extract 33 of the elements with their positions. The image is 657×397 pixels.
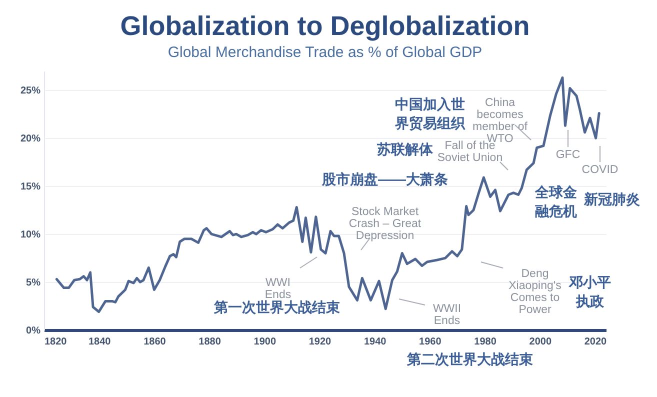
text: 第二次世界大战结束 (406, 351, 533, 367)
y-tick-label: 20% (20, 134, 41, 145)
x-tick-label: 2000 (529, 336, 552, 348)
annotation: Stock Market Crash – Great Depression (348, 206, 422, 242)
annotation: 苏联解体 (376, 141, 434, 157)
annotation: WWII Ends (432, 303, 462, 327)
annotation: 股市崩盘——大萧条 (321, 171, 448, 187)
x-tick-label: 1900 (254, 336, 276, 348)
annotation: 第一次世界大战结束 (213, 299, 340, 315)
annotation: COVID (582, 164, 618, 176)
chart-subtitle: Global Merchandise Trade as % of Global GDP (168, 44, 482, 61)
y-tick-label: 10% (20, 230, 41, 241)
annotation: WWI Ends (264, 277, 292, 301)
y-tick-label: 0% (26, 326, 41, 336)
annotation: GFC (556, 149, 580, 161)
annotation: 新冠肺炎 (583, 191, 640, 207)
x-tick-label: 1860 (144, 336, 166, 348)
x-tick-label: 1940 (364, 336, 387, 348)
annotation: 邓小平执政 (568, 274, 611, 309)
x-tick-label: 2020 (584, 336, 608, 348)
y-tick-label: 15% (20, 182, 41, 193)
x-tick-label: 1880 (198, 336, 222, 348)
x-tick-label: 1840 (88, 336, 112, 348)
x-tick-label: 1980 (474, 336, 497, 348)
annotation: 中国加入世界贸易组织 (394, 96, 466, 131)
annotation: Deng Xiaoping's Comes to Power (508, 268, 562, 316)
x-tick-label: 1820 (44, 336, 68, 348)
y-tick-label: 5% (26, 278, 41, 289)
annotation: 全球金融危机 (534, 184, 578, 219)
chart-title: Globalization to Deglobalization (120, 11, 530, 41)
x-tick-label: 1920 (308, 336, 332, 348)
x-tick-label: 1960 (419, 336, 442, 348)
y-tick-label: 25% (20, 86, 41, 97)
